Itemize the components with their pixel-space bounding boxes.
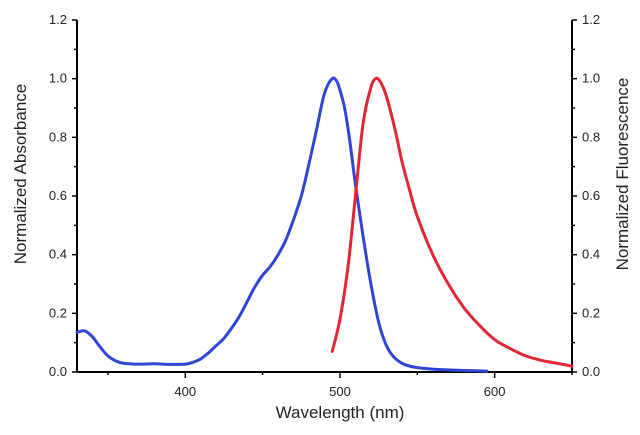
- left-y-tick-label: 0.8: [49, 129, 67, 144]
- left-y-tick-label: 1.2: [49, 12, 67, 27]
- left-y-tick-label: 0.4: [49, 247, 67, 262]
- left-y-tick-label: 0.6: [49, 188, 67, 203]
- plot-area: [75, 76, 574, 373]
- x-axis-title: Wavelength (nm): [276, 403, 405, 422]
- left-y-axis-title: Normalized Absorbance: [11, 84, 30, 264]
- axes: [76, 20, 573, 373]
- absorbance-line: [75, 76, 489, 373]
- x-tick-label: 500: [329, 384, 351, 399]
- right-y-tick-label: 1.0: [582, 71, 600, 86]
- left-y-tick-label: 0.2: [49, 305, 67, 320]
- right-y-tick-label: 0.2: [582, 305, 600, 320]
- left-y-tick-label: 1.0: [49, 71, 67, 86]
- x-tick-label: 400: [174, 384, 196, 399]
- right-y-tick-label: 0.6: [582, 188, 600, 203]
- right-y-tick-label: 1.2: [582, 12, 600, 27]
- right-y-axis-title: Normalized Fluorescence: [613, 78, 632, 271]
- left-y-tick-label: 0.0: [49, 364, 67, 379]
- ticks: 0.0 0.0 0.2 0.2 0.4 0.4 0.6 0.6 0.8 0.8 1.0 1.0 1.2 1…: [49, 12, 600, 399]
- right-y-tick-label: 0.0: [582, 364, 600, 379]
- right-y-tick-label: 0.4: [582, 247, 600, 262]
- fluorescence-line: [330, 76, 574, 368]
- right-y-tick-label: 0.8: [582, 129, 600, 144]
- x-tick-label: 600: [484, 384, 506, 399]
